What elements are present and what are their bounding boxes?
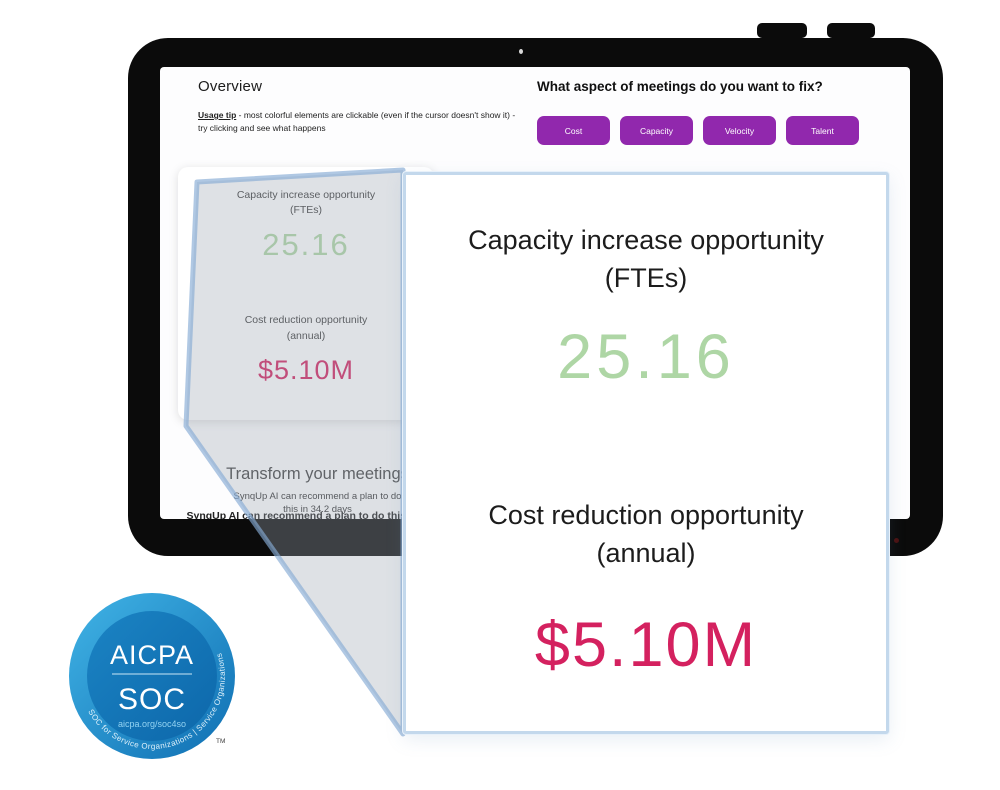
capacity-metric-value: 25.16 [262, 227, 350, 263]
badge-url-text: aicpa.org/soc4so [118, 719, 186, 729]
capacity-metric-title-line: Capacity increase opportunity [236, 189, 376, 201]
page-title: Overview [198, 78, 263, 95]
zoom-capacity-title-line: Capacity increase opportunity [468, 225, 824, 255]
badge-type-text: SOC [118, 683, 186, 716]
capacity-metric-title: Capacity increase opportunity (FTEs) [237, 188, 375, 218]
usage-tip: Usage tip - most colorful elements are c… [198, 109, 523, 135]
filter-button-row: Cost Capacity Velocity Talent [537, 116, 859, 145]
zoom-capacity-title: Capacity increase opportunity (FTEs) [468, 221, 824, 298]
zoom-capacity-subtitle: (FTEs) [604, 263, 688, 294]
cost-metric-subtitle: (annual) [286, 329, 326, 342]
zoom-cost-block: Cost reduction opportunity (annual) $5.1… [488, 496, 803, 680]
usage-tip-text: - most colorful elements are clickable (… [198, 110, 516, 134]
tablet-volume-down-button [827, 23, 875, 38]
cost-metric-title: Cost reduction opportunity (annual) [245, 313, 368, 343]
filter-button-capacity[interactable]: Capacity [620, 116, 693, 145]
question-heading: What aspect of meetings do you want to f… [537, 79, 823, 94]
filter-button-cost[interactable]: Cost [537, 116, 610, 145]
aicpa-soc-badge: AICPA SOC aicpa.org/soc4so SOC for Servi… [66, 590, 238, 762]
cost-metric-title-line: Cost reduction opportunity [244, 314, 368, 327]
zoom-callout-panel: Capacity increase opportunity (FTEs) 25.… [403, 172, 889, 734]
aicpa-soc-badge-graphic: AICPA SOC aicpa.org/soc4so SOC for Servi… [69, 593, 235, 759]
cost-metric-value: $5.10M [257, 354, 355, 385]
capacity-metric-subtitle: (FTEs) [289, 204, 323, 217]
zoom-cost-title: Cost reduction opportunity (annual) [488, 496, 803, 573]
zoom-cost-value: $5.10M [534, 609, 758, 680]
zoom-cost-subtitle: (annual) [596, 538, 696, 569]
badge-org-text: AICPA [110, 640, 194, 670]
tablet-camera-dot [519, 49, 523, 54]
usage-tip-label: Usage tip [198, 110, 237, 120]
zoom-capacity-value: 25.16 [557, 321, 735, 392]
bezel-indicator-dot [894, 538, 899, 543]
filter-button-talent[interactable]: Talent [786, 116, 859, 145]
tablet-volume-up-button [757, 23, 807, 38]
metrics-card[interactable]: Capacity increase opportunity (FTEs) 25.… [178, 167, 434, 420]
filter-button-velocity[interactable]: Velocity [703, 116, 776, 145]
badge-trademark: TM [216, 738, 225, 745]
zoom-cost-title-line: Cost reduction opportunity [488, 499, 804, 530]
zoom-capacity-block: Capacity increase opportunity (FTEs) 25.… [468, 221, 824, 392]
